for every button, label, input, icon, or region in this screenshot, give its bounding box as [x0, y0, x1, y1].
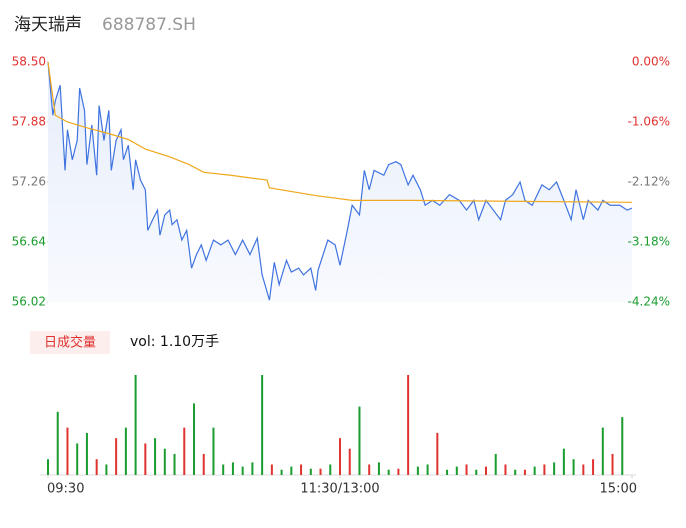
price-area — [48, 62, 632, 302]
volume-bar — [523, 469, 526, 475]
volume-bar — [270, 464, 273, 475]
volume-bar — [47, 459, 49, 475]
volume-bar — [611, 453, 614, 475]
volume-bar — [368, 464, 371, 475]
volume-bar — [348, 448, 351, 475]
volume-bar — [465, 464, 468, 475]
volume-bar — [183, 427, 186, 475]
y2-tick-label: -3.18% — [628, 235, 670, 249]
y2-tick-label: 0.00% — [632, 55, 670, 69]
y-tick-label: 57.88 — [12, 115, 46, 129]
volume-bar — [231, 462, 234, 475]
volume-bar — [504, 464, 507, 475]
volume-bar — [319, 468, 322, 475]
volume-bar — [387, 469, 390, 475]
volume-bar — [173, 453, 176, 475]
volume-bar — [426, 464, 429, 475]
volume-bar — [124, 427, 127, 475]
stock-code: 688787.SH — [102, 15, 196, 35]
volume-bar — [154, 438, 157, 475]
volume-bar — [251, 462, 254, 475]
volume-bar — [163, 448, 166, 475]
volume-bar — [193, 403, 195, 475]
volume-bar — [144, 443, 147, 475]
y2-tick-label: -4.24% — [628, 295, 670, 309]
volume-bar — [436, 432, 439, 475]
y2-tick-label: -2.12% — [628, 175, 670, 189]
volume-bar — [514, 469, 517, 475]
volume-bar — [601, 427, 604, 475]
volume-bar — [416, 466, 419, 475]
y-tick-label: 56.02 — [12, 295, 46, 309]
volume-bar — [85, 432, 88, 475]
volume-bar — [553, 462, 556, 475]
volume-summary: vol: 1.10万手 — [130, 334, 219, 350]
volume-bar — [309, 468, 312, 475]
volume-bar — [280, 469, 283, 475]
volume-bar — [397, 468, 400, 475]
volume-bar — [475, 469, 478, 475]
volume-bar — [56, 411, 59, 475]
volume-bar — [446, 469, 449, 475]
x-tick-label: 11:30/13:00 — [300, 482, 379, 497]
line-average — [47, 61, 633, 203]
volume-label: 日成交量 — [44, 335, 96, 351]
volume-bar — [66, 427, 69, 475]
volume-bar — [621, 417, 624, 475]
volume-bar — [134, 375, 137, 475]
volume-bar — [300, 464, 303, 475]
y2-tick-label: -1.06% — [628, 115, 670, 129]
volume-bar — [76, 443, 79, 475]
volume-bar — [202, 453, 205, 475]
volume-bar — [494, 453, 497, 475]
volume-bar — [485, 466, 487, 475]
volume-bar — [212, 427, 215, 475]
x-tick-label: 15:00 — [600, 482, 637, 497]
volume-bar — [377, 462, 380, 475]
volume-bar — [572, 459, 575, 475]
volume-bar — [261, 375, 264, 475]
volume-badge — [30, 331, 110, 354]
volume-bar — [455, 466, 458, 475]
chart-title: 海天瑞声 — [14, 15, 82, 35]
volume-bar — [543, 464, 546, 475]
volume-bar — [582, 464, 585, 475]
volume-bar — [533, 466, 536, 475]
x-tick-label: 09:30 — [47, 482, 84, 497]
volume-bar — [339, 438, 341, 475]
volume-bar — [562, 448, 565, 475]
volume-bar — [407, 375, 410, 475]
y-tick-label: 57.26 — [12, 175, 46, 189]
volume-bar — [115, 438, 118, 475]
volume-bar — [329, 464, 332, 475]
volume-bar — [105, 464, 108, 475]
y-tick-label: 56.64 — [12, 235, 46, 249]
volume-bar — [241, 466, 244, 475]
line-price — [47, 61, 633, 301]
volume-bar — [358, 406, 361, 475]
volume-bar — [592, 459, 595, 475]
volume-bar — [290, 466, 293, 475]
volume-bar — [95, 459, 98, 475]
volume-bar — [222, 464, 225, 475]
y-tick-label: 58.50 — [12, 55, 46, 69]
